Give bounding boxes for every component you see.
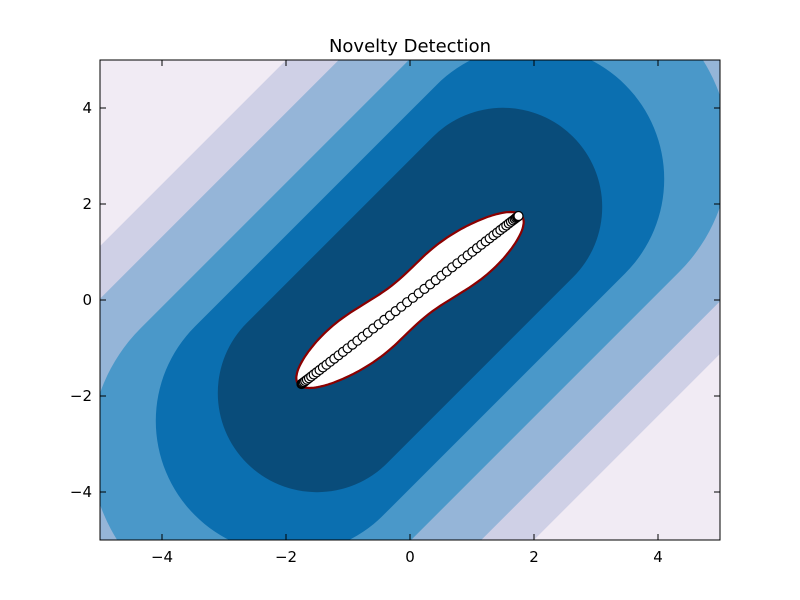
x-tick-label: −2 — [275, 548, 297, 566]
x-axis: −4 −2 0 2 4 — [151, 60, 663, 566]
y-axis: −4 −2 0 2 4 — [70, 99, 720, 501]
training-points — [296, 210, 524, 390]
chart-title: Novelty Detection — [329, 36, 491, 57]
x-tick-label: −4 — [151, 548, 173, 566]
y-tick-label: −4 — [70, 483, 92, 501]
x-tick-label: 4 — [653, 548, 663, 566]
y-tick-label: 4 — [82, 99, 92, 117]
y-tick-label: 0 — [82, 291, 92, 309]
y-tick-label: −2 — [70, 387, 92, 405]
y-tick-label: 2 — [82, 195, 92, 213]
x-tick-label: 2 — [529, 548, 539, 566]
x-tick-label: 0 — [405, 548, 415, 566]
training-point — [513, 210, 524, 222]
